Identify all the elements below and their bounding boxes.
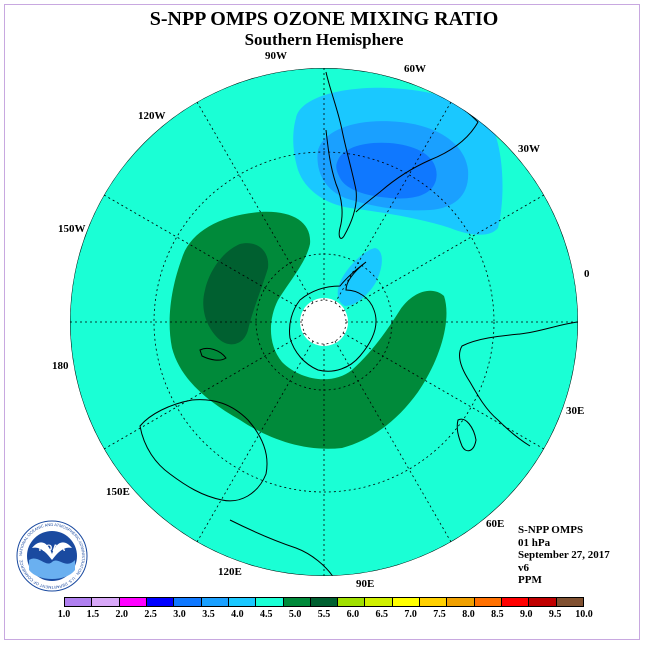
colorbar-segment-8: [283, 598, 311, 606]
colorbar-tick-label-8: 5.0: [288, 609, 302, 620]
longitude-label-120w: 120W: [138, 110, 166, 122]
meridian-line-4: [342, 332, 545, 450]
coastline-new-zealand: [199, 347, 227, 361]
meridian-line-5: [334, 340, 452, 543]
colorbar-tick-label-12: 7.0: [404, 609, 417, 620]
pole-no-data: [300, 298, 348, 346]
colorbar-segment-13: [420, 598, 448, 606]
map-subtitle: Southern Hemisphere: [244, 30, 404, 49]
colorbar-segment-17: [529, 598, 557, 606]
colorbar-tick-label-3: 2.5: [144, 609, 157, 620]
colorbar-tick-label-10: 6.0: [346, 609, 360, 620]
colorbar-tick-label-6: 4.0: [231, 609, 244, 620]
colorbar-tick-label-5: 3.5: [202, 609, 215, 620]
colorbar-segment-7: [256, 598, 284, 606]
longitude-label-150e: 150E: [106, 486, 130, 498]
colorbar-tick-label-18: 10.0: [575, 609, 593, 620]
noaa-logo-text: NOAA: [39, 543, 66, 553]
colorbar-tick-label-9: 5.5: [317, 609, 331, 620]
peninsula-blue-patch: [337, 248, 382, 306]
colorbar-tick-label-1: 1.5: [86, 609, 100, 620]
colorbar-segment-0: [65, 598, 93, 606]
colorbar-segment-5: [201, 598, 229, 606]
info-units: PPM: [518, 574, 542, 586]
colorbar-tick-label-14: 8.0: [462, 609, 475, 620]
longitude-label-60w: 60W: [404, 63, 426, 75]
colorbar-tick-label-7: 4.5: [259, 609, 273, 620]
coastline-australia: [139, 399, 268, 502]
colorbar-tick-label-2: 2.0: [115, 609, 129, 620]
longitude-label-150w: 150W: [58, 223, 86, 235]
map-title: S-NPP OMPS OZONE MIXING RATIO: [149, 8, 499, 30]
colorbar-segment-18: [556, 598, 583, 606]
coastline-antarctica: [289, 261, 377, 372]
colorbar-segment-6: [228, 598, 257, 606]
info-instrument: S-NPP OMPS: [518, 524, 584, 536]
longitude-label-90e: 90E: [356, 578, 375, 590]
meridian-line-11: [196, 101, 314, 304]
colorbar-segment-10: [338, 598, 366, 606]
meridian-line-2: [342, 194, 545, 312]
product-info: S-NPP OMPS 01 hPa September 27, 2017 v6 …: [518, 524, 610, 587]
meridian-line-10: [103, 194, 306, 312]
colorbar-tick-label-17: 9.5: [548, 609, 562, 620]
colorbar-segment-4: [174, 598, 202, 606]
longitude-label-30w: 30W: [518, 143, 540, 155]
colorbar-segment-3: [146, 598, 175, 606]
info-level: 01 hPa: [518, 536, 551, 549]
coastline-southeast-asia: [229, 519, 335, 576]
longitude-label-30e: 30E: [566, 405, 585, 417]
longitude-label-120e: 120E: [218, 566, 242, 578]
longitude-label-90w: 90W: [265, 50, 287, 62]
colorbar-ticks: 1.0 1.5 2.0 2.5 3.0 3.5 4.0 4.5 5.0 5.5 6.0 6.5 7.0 7…: [58, 609, 593, 623]
coastline-madagascar: [456, 418, 477, 452]
colorbar-tick-label-0: 1.0: [57, 609, 71, 620]
longitude-label-60e: 60E: [486, 518, 505, 530]
colorbar-tick-label-16: 9.0: [519, 609, 533, 620]
colorbar-tick-label-13: 7.5: [433, 609, 446, 620]
meridian-line-1: [334, 101, 452, 304]
meridian-line-7: [196, 340, 314, 543]
colorbar-tick-label-4: 3.0: [173, 609, 186, 620]
latitude-circle-30s: [153, 151, 495, 493]
info-version: v6: [518, 561, 529, 574]
colorbar-segment-2: [119, 598, 147, 606]
meridian-line-8: [103, 332, 306, 450]
colorbar-segment-11: [365, 598, 393, 606]
colorbar-segment-15: [474, 598, 502, 606]
info-date: September 27, 2017: [518, 549, 610, 561]
coastline-south-america: [325, 71, 357, 239]
figure-frame: [4, 4, 640, 640]
colorbar-segment-9: [310, 598, 339, 606]
dark-green-patch: [203, 243, 269, 345]
colorbar-segment-14: [447, 598, 475, 606]
deep-blue-region: [336, 142, 437, 199]
colorbar-tick-label-15: 8.5: [491, 609, 504, 620]
noaa-logo: NOAA NATIONAL OCEANIC AND ATMOSPHERIC AD…: [16, 520, 88, 592]
colorbar-segment-12: [392, 598, 421, 606]
colorbar-segment-16: [502, 598, 530, 606]
colorbar-segment-1: [92, 598, 120, 606]
colorbar: [64, 597, 584, 607]
longitude-label-180: 180: [52, 360, 69, 372]
coastline-africa: [459, 321, 578, 447]
colorbar-tick-label-11: 6.5: [375, 609, 389, 620]
longitude-label-0: 0: [584, 268, 590, 280]
